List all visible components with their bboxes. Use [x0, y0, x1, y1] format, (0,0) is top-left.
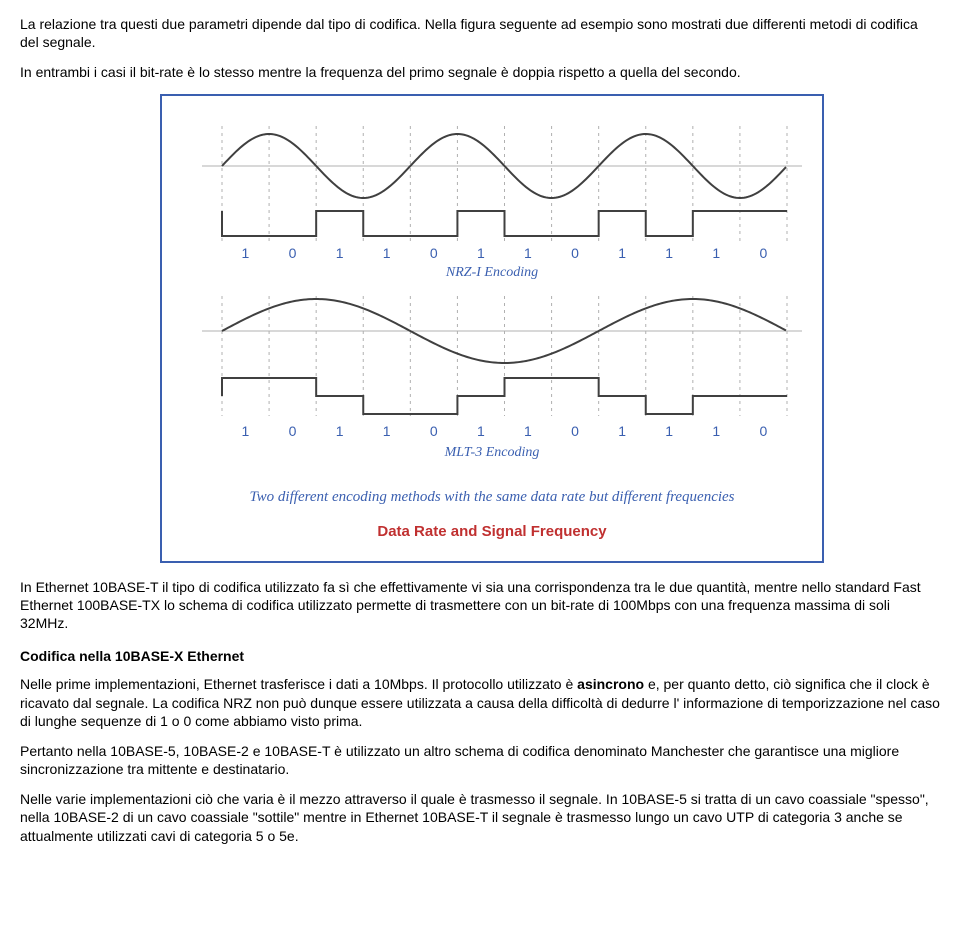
bit-label: 1	[477, 245, 485, 261]
bit-label: 1	[477, 423, 485, 439]
heading-codifica: Codifica nella 10BASE-X Ethernet	[20, 647, 940, 665]
bit-label: 1	[524, 423, 532, 439]
bit-label: 1	[665, 245, 673, 261]
bit-label: 1	[336, 423, 344, 439]
bit-label: 1	[618, 245, 626, 261]
bit-label: 1	[618, 423, 626, 439]
figure-title: Data Rate and Signal Frequency	[377, 523, 607, 540]
paragraph-4: Nelle prime implementazioni, Ethernet tr…	[20, 675, 940, 730]
bit-label: 1	[524, 245, 532, 261]
paragraph-3: In Ethernet 10BASE-T il tipo di codifica…	[20, 578, 940, 633]
bit-label: 0	[289, 245, 297, 261]
paragraph-5: Pertanto nella 10BASE-5, 10BASE-2 e 10BA…	[20, 742, 940, 778]
encoding-figure: 1 0 1 1 0 1 1 0 1 1 1 0 NRZ-I Encoding 1 0 1 1 0 1 1 0 1 1 1 0 ML…	[160, 94, 824, 563]
bit-label: 0	[571, 423, 579, 439]
bit-label: 1	[383, 423, 391, 439]
bit-label: 0	[430, 245, 438, 261]
bit-label: 1	[242, 423, 250, 439]
bit-label: 0	[571, 245, 579, 261]
bit-label: 1	[712, 245, 720, 261]
bit-label: 1	[712, 423, 720, 439]
bit-label: 0	[289, 423, 297, 439]
paragraph-1: La relazione tra questi due parametri di…	[20, 15, 940, 51]
nrzi-square-wave	[222, 211, 787, 236]
figure-description: Two different encoding methods with the …	[249, 489, 734, 505]
bit-label: 0	[759, 245, 767, 261]
mlt3-label: MLT-3 Encoding	[444, 445, 540, 460]
bit-label: 0	[759, 423, 767, 439]
paragraph-6: Nelle varie implementazioni ciò che vari…	[20, 790, 940, 845]
bit-label: 1	[242, 245, 250, 261]
para4-pre: Nelle prime implementazioni, Ethernet tr…	[20, 676, 577, 692]
para4-bold: asincrono	[577, 676, 644, 692]
nrzi-label: NRZ-I Encoding	[445, 265, 538, 280]
bit-label: 1	[336, 245, 344, 261]
bit-label: 1	[383, 245, 391, 261]
paragraph-2: In entrambi i casi il bit-rate è lo stes…	[20, 63, 940, 81]
bit-label: 0	[430, 423, 438, 439]
bit-label: 1	[665, 423, 673, 439]
